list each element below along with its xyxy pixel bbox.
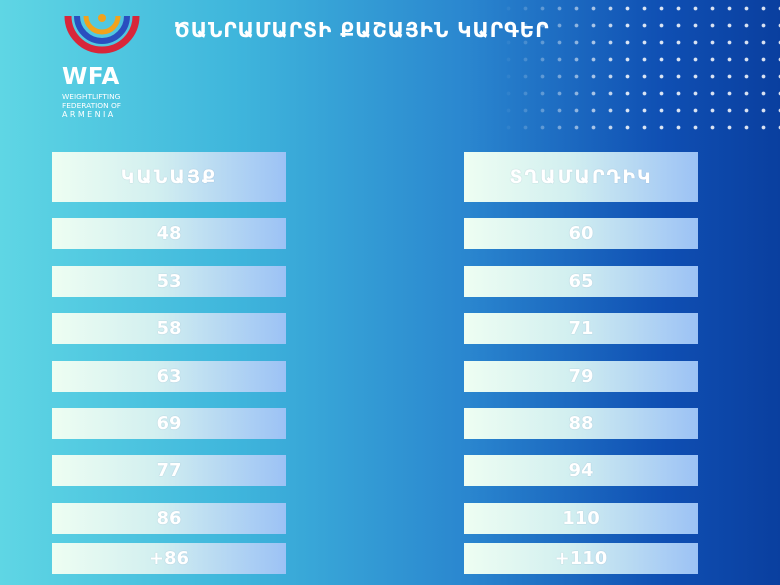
men-category-cell: +110 [464, 543, 698, 574]
logo-wordmark: WFA [62, 64, 120, 90]
women-category-cell: 58 [52, 313, 286, 344]
men-category-cell: 88 [464, 408, 698, 439]
men-category-cell: 94 [464, 455, 698, 486]
logo-emblem-icon [64, 14, 140, 54]
women-category-cell: 63 [52, 361, 286, 392]
page-title: ԾԱՆՐԱՄԱՐՏԻ ՔԱՇԱՅԻՆ ԿԱՐԳԵՐ [174, 18, 550, 42]
men-category-cell: 65 [464, 266, 698, 297]
men-category-cell: 110 [464, 503, 698, 534]
women-category-cell: 86 [52, 503, 286, 534]
wfa-logo: WFA WEIGHTLIFTING FEDERATION OF ARMENIA [58, 12, 148, 127]
women-category-cell: 53 [52, 266, 286, 297]
men-category-cell: 79 [464, 361, 698, 392]
logo-subtitle: WEIGHTLIFTING FEDERATION OF ARMENIA [62, 92, 152, 119]
men-category-cell: 60 [464, 218, 698, 249]
men-header: ՏՂԱՄԱՐԴԻԿ [464, 152, 698, 202]
decorative-dot-pattern [500, 0, 780, 140]
women-category-cell: 77 [52, 455, 286, 486]
logo-line-1: WEIGHTLIFTING [62, 92, 121, 101]
women-category-cell: +86 [52, 543, 286, 574]
men-category-cell: 71 [464, 313, 698, 344]
women-header: ԿԱՆԱՅՔ [52, 152, 286, 202]
logo-line-2: FEDERATION OF [62, 101, 122, 110]
women-category-cell: 48 [52, 218, 286, 249]
women-category-cell: 69 [52, 408, 286, 439]
logo-line-3: ARMENIA [62, 110, 116, 119]
